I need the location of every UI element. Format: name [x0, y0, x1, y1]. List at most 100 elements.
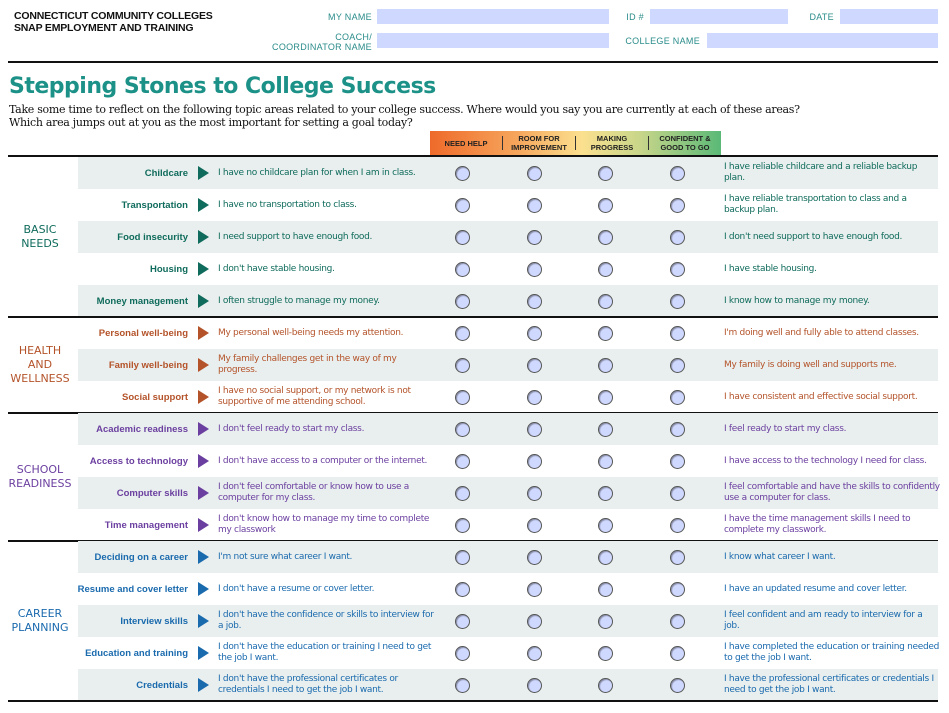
rating-radio-need-help[interactable] [455, 230, 470, 245]
rating-radio-confident[interactable] [670, 518, 685, 533]
rating-radio-room-for-improvement[interactable] [527, 454, 542, 469]
need-help-description: I don't feel ready to start my class. [218, 423, 365, 434]
rating-radio-confident[interactable] [670, 454, 685, 469]
section-name: HEALTH AND WELLNESS [10, 344, 70, 385]
rating-radio-confident[interactable] [670, 582, 685, 597]
confident-description: My family is doing well and supports me. [724, 359, 897, 370]
rating-radio-making-progress[interactable] [598, 198, 613, 213]
rating-radio-need-help[interactable] [455, 294, 470, 309]
rating-radio-room-for-improvement[interactable] [527, 550, 542, 565]
rating-radio-making-progress[interactable] [598, 230, 613, 245]
rating-radio-confident[interactable] [670, 262, 685, 277]
id-field[interactable] [650, 9, 788, 24]
rating-radio-making-progress[interactable] [598, 486, 613, 501]
table-row: Social support I have no social support, … [78, 381, 938, 413]
rating-radio-making-progress[interactable] [598, 294, 613, 309]
topic-label: Time management [104, 519, 188, 531]
rating-radio-room-for-improvement[interactable] [527, 230, 542, 245]
rating-radio-need-help[interactable] [455, 358, 470, 373]
table-row: Access to technology I don't have access … [78, 445, 938, 477]
intro-line-2: Which area jumps out at you as the most … [9, 116, 413, 129]
rating-radio-making-progress[interactable] [598, 614, 613, 629]
header-divider [8, 61, 938, 63]
rating-radio-need-help[interactable] [455, 422, 470, 437]
rating-radio-need-help[interactable] [455, 550, 470, 565]
rating-radio-need-help[interactable] [455, 390, 470, 405]
intro-line-1: Take some time to reflect on the followi… [9, 103, 800, 116]
rating-radio-confident[interactable] [670, 486, 685, 501]
rating-radio-confident[interactable] [670, 614, 685, 629]
rating-radio-confident[interactable] [670, 390, 685, 405]
rating-radio-room-for-improvement[interactable] [527, 262, 542, 277]
rating-radio-need-help[interactable] [455, 198, 470, 213]
rating-radio-making-progress[interactable] [598, 550, 613, 565]
confident-description: I have access to the technology I need f… [724, 455, 927, 466]
rating-radio-need-help[interactable] [455, 614, 470, 629]
rating-radio-need-help[interactable] [455, 486, 470, 501]
rating-radio-room-for-improvement[interactable] [527, 294, 542, 309]
topic-label: Computer skills [116, 487, 188, 499]
rating-radio-making-progress[interactable] [598, 166, 613, 181]
rating-radio-room-for-improvement[interactable] [527, 678, 542, 693]
rating-radio-room-for-improvement[interactable] [527, 582, 542, 597]
rating-radio-room-for-improvement[interactable] [527, 358, 542, 373]
need-help-description: I don't know how to manage my time to co… [218, 514, 430, 535]
table-row: Money management I often struggle to mana… [78, 285, 938, 317]
confident-description: I have stable housing. [724, 263, 817, 274]
confident-description: I have completed the education or traini… [724, 642, 940, 663]
rating-radio-room-for-improvement[interactable] [527, 486, 542, 501]
confident-description: I have consistent and effective social s… [724, 391, 918, 402]
confident-description: I'm doing well and fully able to attend … [724, 327, 919, 338]
scale-confident: CONFIDENT & GOOD TO GO [659, 134, 711, 152]
topic-label: Family well-being [108, 359, 188, 371]
rating-radio-making-progress[interactable] [598, 390, 613, 405]
college-name-field[interactable] [707, 33, 938, 48]
rating-radio-need-help[interactable] [455, 326, 470, 341]
confident-description: I have the professional certificates or … [724, 674, 934, 695]
rating-radio-room-for-improvement[interactable] [527, 166, 542, 181]
rating-radio-need-help[interactable] [455, 678, 470, 693]
rating-radio-need-help[interactable] [455, 262, 470, 277]
rating-radio-room-for-improvement[interactable] [527, 198, 542, 213]
rating-radio-making-progress[interactable] [598, 262, 613, 277]
rating-radio-making-progress[interactable] [598, 646, 613, 661]
intro-text: Take some time to reflect on the followi… [9, 103, 809, 129]
rating-radio-confident[interactable] [670, 646, 685, 661]
section-label: CAREER PLANNING [0, 541, 80, 701]
rating-radio-confident[interactable] [670, 326, 685, 341]
rating-radio-confident[interactable] [670, 550, 685, 565]
rating-radio-need-help[interactable] [455, 646, 470, 661]
rating-radio-room-for-improvement[interactable] [527, 422, 542, 437]
rating-radio-confident[interactable] [670, 230, 685, 245]
need-help-description: I have no transportation to class. [218, 199, 357, 210]
rating-radio-room-for-improvement[interactable] [527, 614, 542, 629]
rating-radio-making-progress[interactable] [598, 422, 613, 437]
rating-radio-confident[interactable] [670, 166, 685, 181]
rating-radio-making-progress[interactable] [598, 358, 613, 373]
rating-radio-room-for-improvement[interactable] [527, 390, 542, 405]
rating-radio-room-for-improvement[interactable] [527, 646, 542, 661]
rating-radio-making-progress[interactable] [598, 518, 613, 533]
rating-radio-confident[interactable] [670, 294, 685, 309]
rating-radio-need-help[interactable] [455, 582, 470, 597]
rating-radio-confident[interactable] [670, 358, 685, 373]
rating-radio-confident[interactable] [670, 422, 685, 437]
rating-radio-making-progress[interactable] [598, 582, 613, 597]
rating-radio-confident[interactable] [670, 678, 685, 693]
rating-radio-room-for-improvement[interactable] [527, 518, 542, 533]
my-name-field[interactable] [377, 9, 609, 24]
rating-radio-need-help[interactable] [455, 454, 470, 469]
confident-description: I know how to manage my money. [724, 295, 870, 306]
rating-radio-room-for-improvement[interactable] [527, 326, 542, 341]
arrow-right-icon [198, 358, 209, 372]
rating-radio-making-progress[interactable] [598, 326, 613, 341]
table-row: Time management I don't know how to manag… [78, 509, 938, 541]
rating-radio-making-progress[interactable] [598, 454, 613, 469]
rating-radio-need-help[interactable] [455, 166, 470, 181]
date-field[interactable] [840, 9, 938, 24]
rating-radio-need-help[interactable] [455, 518, 470, 533]
rating-radio-confident[interactable] [670, 198, 685, 213]
rating-radio-making-progress[interactable] [598, 678, 613, 693]
college-name-label: COLLEGE NAME [625, 36, 700, 46]
coach-name-field[interactable] [377, 33, 609, 48]
